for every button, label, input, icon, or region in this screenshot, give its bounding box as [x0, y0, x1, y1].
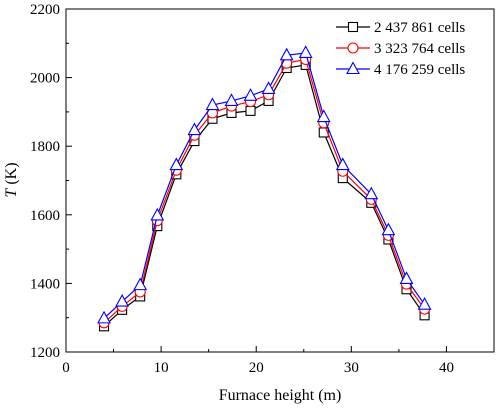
legend-label: 4 176 259 cells	[374, 62, 465, 78]
series-2	[98, 53, 431, 329]
triangle-marker	[316, 109, 331, 123]
triangle-marker	[224, 93, 239, 106]
triangle-marker	[169, 157, 184, 171]
series-3	[97, 45, 432, 324]
triangle-marker	[133, 277, 148, 291]
triangle-marker	[150, 207, 165, 221]
series-line	[103, 52, 426, 319]
y-axis-variable: T	[3, 188, 20, 198]
triangle-marker	[187, 122, 202, 136]
series-1	[98, 59, 430, 332]
triangle-marker	[381, 222, 396, 236]
legend-item: 3 323 764 cells	[336, 41, 465, 57]
legend: 2 437 861 cells 3 323 764 cells 4 176 259 …	[336, 20, 465, 78]
legend-item: 4 176 259 cells	[336, 61, 465, 78]
triangle-marker	[243, 88, 258, 101]
square-marker	[245, 105, 256, 116]
y-tick-label: 2000	[30, 71, 60, 87]
y-axis-label: T (K)	[3, 162, 20, 197]
triangle-marker	[279, 47, 294, 61]
triangle-marker	[261, 81, 276, 94]
x-axis-label: Furnace height (m)	[219, 387, 342, 404]
triangle-marker	[346, 61, 360, 75]
series-line	[103, 58, 426, 324]
x-tick-label: 40	[439, 360, 454, 376]
legend-label: 2 437 861 cells	[374, 20, 465, 36]
triangle-marker	[364, 186, 379, 200]
x-tick-label: 0	[62, 360, 70, 376]
axes: 0 10 20 30 40 1200 1400 1600 1800 2000 2200	[30, 2, 495, 376]
square-marker	[347, 21, 359, 33]
legend-item: 2 437 861 cells	[336, 20, 465, 36]
y-tick-label: 1600	[30, 208, 60, 224]
circle-marker	[347, 42, 359, 54]
y-tick-label: 1800	[30, 139, 60, 155]
legend-label: 3 323 764 cells	[374, 41, 465, 57]
x-tick-label: 30	[344, 360, 359, 376]
series-layer	[97, 45, 432, 332]
triangle-marker	[97, 310, 111, 324]
x-tick-label: 20	[249, 360, 264, 376]
series-line	[103, 64, 426, 327]
y-tick-label: 2200	[30, 2, 60, 18]
triangle-marker	[335, 157, 350, 171]
y-tick-label: 1400	[30, 276, 60, 292]
triangle-marker	[298, 45, 313, 58]
triangle-marker	[417, 297, 432, 310]
y-tick-label: 1200	[30, 345, 60, 361]
triangle-marker	[115, 293, 130, 307]
triangle-marker	[205, 97, 220, 111]
triangle-marker	[399, 271, 414, 284]
x-tick-label: 10	[154, 360, 169, 376]
y-axis-unit: (K)	[3, 162, 20, 188]
